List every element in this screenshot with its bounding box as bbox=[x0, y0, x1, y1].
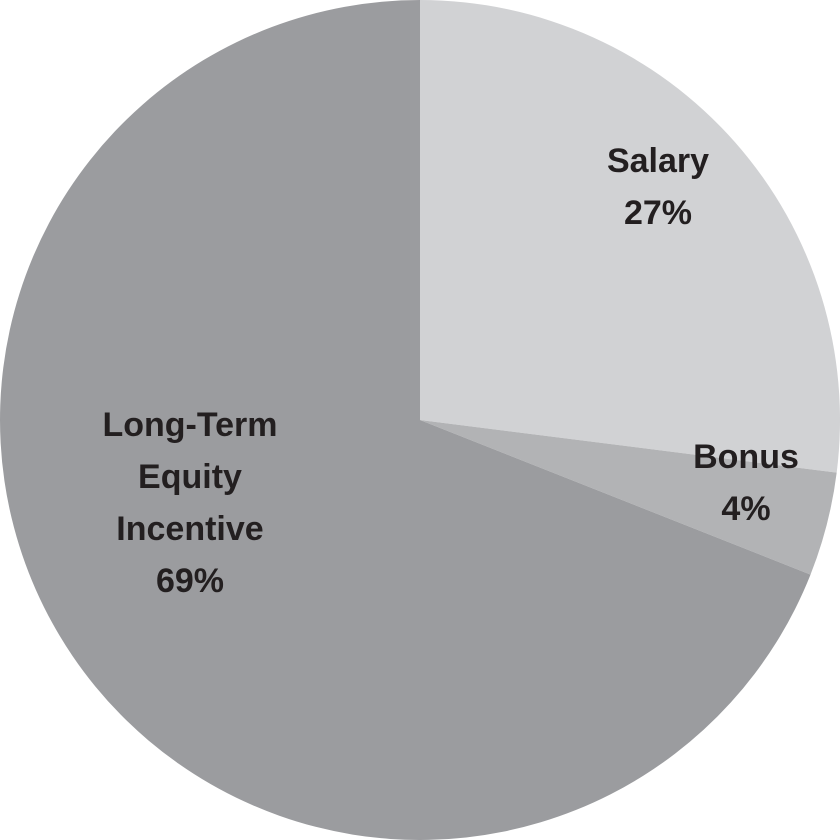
pie-slice-bonus bbox=[420, 420, 837, 575]
slice-label-salary: Salary 27% bbox=[607, 142, 709, 232]
pie-slice-salary bbox=[420, 0, 840, 473]
slice-label-long-term-equity-incentive: Long-Term Equity Incentive 69% bbox=[102, 406, 277, 600]
slice-label-bonus: Bonus 4% bbox=[693, 438, 799, 528]
pie-labels: Salary 27% Bonus 4% Long-Term Equity Incentive… bbox=[102, 142, 798, 600]
pie-slice-long-term-equity-incentive bbox=[0, 0, 811, 840]
